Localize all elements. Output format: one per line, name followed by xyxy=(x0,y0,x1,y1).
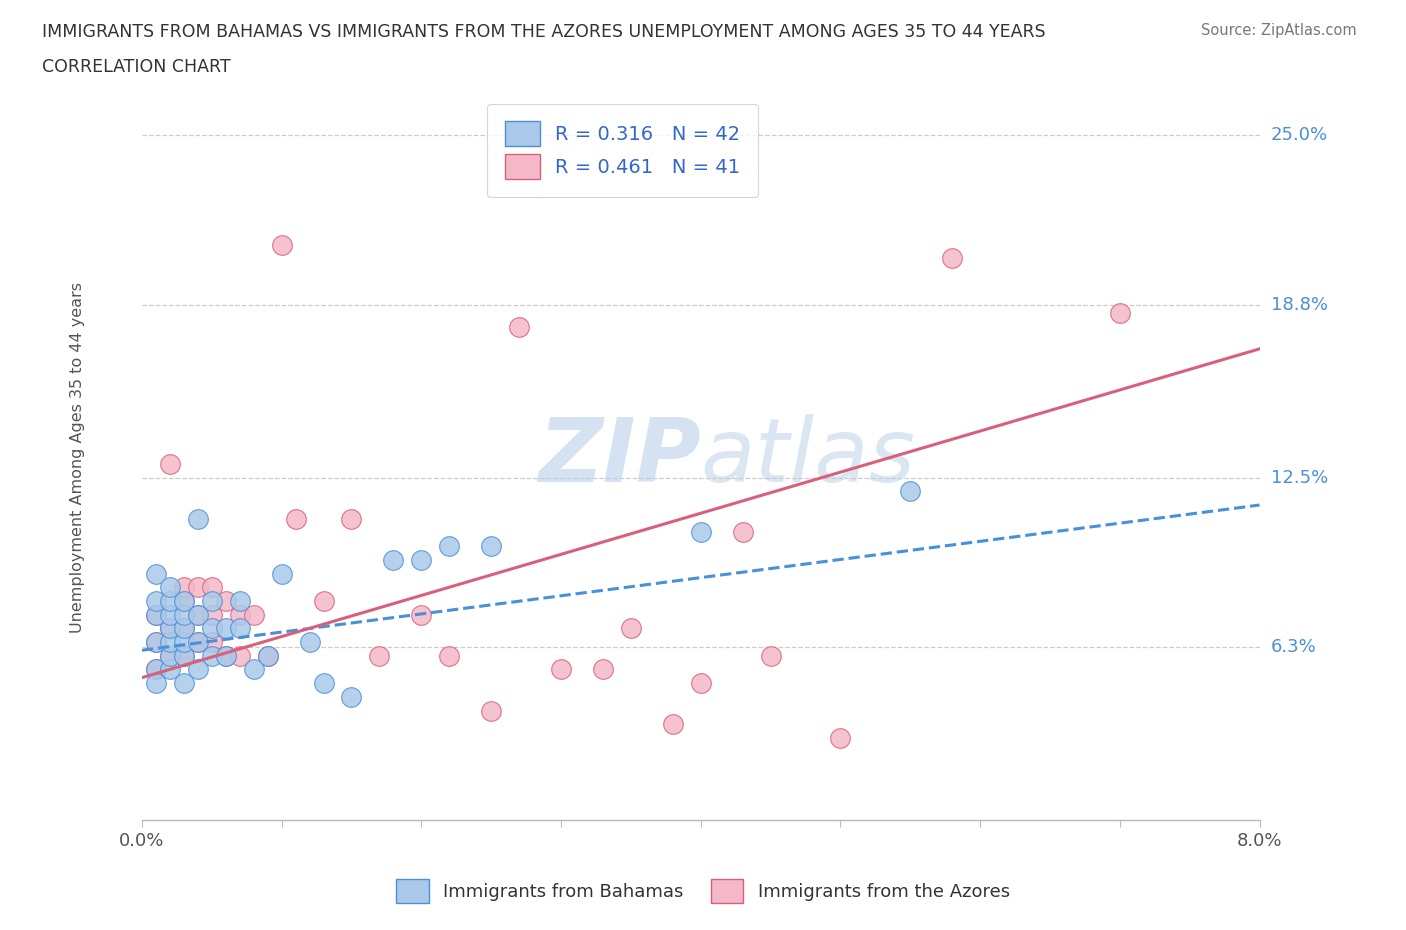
Point xyxy=(145,566,167,581)
Point xyxy=(411,552,433,567)
Point xyxy=(256,648,278,663)
Point xyxy=(159,634,181,649)
Point xyxy=(270,566,292,581)
Point xyxy=(662,717,685,732)
Point xyxy=(550,662,572,677)
Point xyxy=(159,579,181,594)
Point xyxy=(479,703,502,718)
Point xyxy=(312,593,335,608)
Text: 18.8%: 18.8% xyxy=(1271,296,1327,314)
Point xyxy=(898,484,921,498)
Point xyxy=(620,621,643,636)
Point xyxy=(229,607,252,622)
Point xyxy=(145,607,167,622)
Legend: Immigrants from Bahamas, Immigrants from the Azores: Immigrants from Bahamas, Immigrants from… xyxy=(389,872,1017,910)
Point xyxy=(159,662,181,677)
Point xyxy=(159,593,181,608)
Point xyxy=(201,648,224,663)
Point xyxy=(159,457,181,472)
Point xyxy=(201,607,224,622)
Point xyxy=(411,607,433,622)
Text: CORRELATION CHART: CORRELATION CHART xyxy=(42,58,231,75)
Point xyxy=(187,607,209,622)
Point xyxy=(229,648,252,663)
Point xyxy=(187,634,209,649)
Point xyxy=(173,634,195,649)
Point xyxy=(173,621,195,636)
Point xyxy=(340,512,363,526)
Point xyxy=(201,579,224,594)
Point xyxy=(592,662,614,677)
Point xyxy=(215,648,238,663)
Point xyxy=(284,512,307,526)
Point xyxy=(145,634,167,649)
Point xyxy=(173,607,195,622)
Point xyxy=(159,648,181,663)
Point xyxy=(215,593,238,608)
Point xyxy=(187,512,209,526)
Point xyxy=(215,648,238,663)
Point xyxy=(173,593,195,608)
Point xyxy=(830,730,852,745)
Point xyxy=(298,634,321,649)
Point xyxy=(215,621,238,636)
Point xyxy=(173,593,195,608)
Point xyxy=(159,648,181,663)
Point xyxy=(508,320,530,335)
Point xyxy=(340,689,363,704)
Point xyxy=(229,593,252,608)
Point xyxy=(173,579,195,594)
Legend: R = 0.316   N = 42, R = 0.461   N = 41: R = 0.316 N = 42, R = 0.461 N = 41 xyxy=(488,104,758,196)
Point xyxy=(145,607,167,622)
Point xyxy=(270,237,292,252)
Point xyxy=(312,676,335,691)
Point xyxy=(145,676,167,691)
Point xyxy=(173,621,195,636)
Point xyxy=(201,621,224,636)
Point xyxy=(145,662,167,677)
Text: IMMIGRANTS FROM BAHAMAS VS IMMIGRANTS FROM THE AZORES UNEMPLOYMENT AMONG AGES 35: IMMIGRANTS FROM BAHAMAS VS IMMIGRANTS FR… xyxy=(42,23,1046,41)
Point xyxy=(145,662,167,677)
Point xyxy=(145,593,167,608)
Text: 12.5%: 12.5% xyxy=(1271,469,1329,486)
Point xyxy=(1108,306,1130,321)
Point xyxy=(173,648,195,663)
Text: atlas: atlas xyxy=(700,414,915,500)
Point xyxy=(689,676,711,691)
Text: 25.0%: 25.0% xyxy=(1271,126,1327,144)
Point xyxy=(187,634,209,649)
Text: ZIP: ZIP xyxy=(538,414,700,500)
Point xyxy=(242,607,264,622)
Point xyxy=(941,251,963,266)
Point xyxy=(187,662,209,677)
Point xyxy=(201,593,224,608)
Point xyxy=(187,607,209,622)
Point xyxy=(759,648,782,663)
Point xyxy=(159,621,181,636)
Point xyxy=(201,634,224,649)
Point xyxy=(145,634,167,649)
Point xyxy=(439,538,461,553)
Point xyxy=(368,648,391,663)
Text: Unemployment Among Ages 35 to 44 years: Unemployment Among Ages 35 to 44 years xyxy=(70,282,84,632)
Point xyxy=(242,662,264,677)
Point xyxy=(689,525,711,539)
Point xyxy=(187,579,209,594)
Point xyxy=(439,648,461,663)
Point xyxy=(173,676,195,691)
Point xyxy=(256,648,278,663)
Point xyxy=(229,621,252,636)
Point xyxy=(382,552,405,567)
Point xyxy=(159,607,181,622)
Text: Source: ZipAtlas.com: Source: ZipAtlas.com xyxy=(1201,23,1357,38)
Point xyxy=(159,621,181,636)
Point xyxy=(731,525,754,539)
Point xyxy=(173,648,195,663)
Point xyxy=(479,538,502,553)
Text: 6.3%: 6.3% xyxy=(1271,639,1316,657)
